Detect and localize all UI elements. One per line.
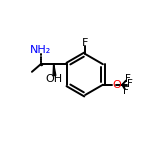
Text: F: F bbox=[125, 74, 131, 84]
Text: O: O bbox=[113, 80, 121, 90]
Text: F: F bbox=[127, 79, 133, 89]
Text: NH₂: NH₂ bbox=[30, 45, 51, 55]
Text: OH: OH bbox=[46, 74, 63, 84]
Polygon shape bbox=[53, 64, 56, 76]
Text: F: F bbox=[82, 38, 88, 48]
Text: F: F bbox=[123, 86, 129, 96]
